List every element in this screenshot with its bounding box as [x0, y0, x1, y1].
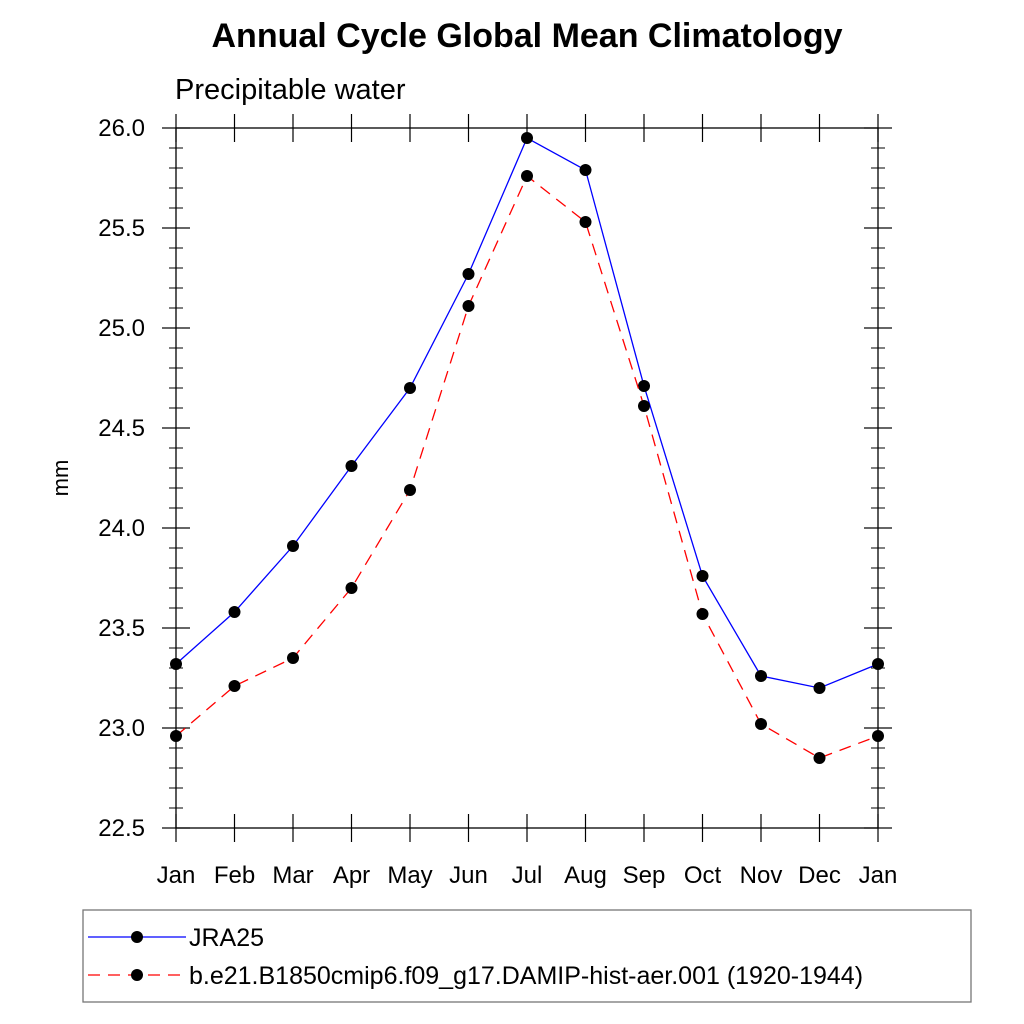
data-point [404, 484, 416, 496]
data-point [170, 658, 182, 670]
data-point [872, 730, 884, 742]
chart-subtitle: Precipitable water [175, 74, 406, 106]
data-point [696, 570, 709, 582]
x-tick-label: Feb [214, 862, 255, 889]
series-line-2 [175, 174, 879, 759]
legend-marker-1 [131, 931, 143, 943]
x-tick-label: Jan [157, 862, 196, 889]
y-tick-label: 22.5 [98, 815, 145, 842]
data-point [287, 540, 299, 552]
series-layer [170, 132, 884, 764]
data-point [462, 300, 475, 312]
y-tick-label: 26.0 [98, 115, 145, 142]
x-tick-label: Sep [623, 862, 666, 889]
x-tick-label: Mar [272, 862, 313, 889]
data-point [696, 608, 709, 620]
data-point [521, 170, 533, 182]
legend-label-2: b.e21.B1850cmip6.f09_g17.DAMIP-hist-aer.… [189, 962, 863, 990]
data-point [813, 682, 826, 694]
y-tick-label: 23.0 [98, 715, 145, 742]
y-tick-label: 23.5 [98, 615, 145, 642]
data-point [579, 164, 592, 176]
x-tick-label: May [387, 862, 432, 889]
y-tick-label: 25.0 [98, 315, 145, 342]
data-point [638, 400, 650, 412]
series-line-1 [175, 137, 879, 689]
data-point [579, 216, 592, 228]
data-point [462, 268, 475, 280]
y-tick-label: 25.5 [98, 215, 145, 242]
plot-frame [175, 127, 879, 829]
y-tick-label: 24.0 [98, 515, 145, 542]
chart-title: Annual Cycle Global Mean Climatology [212, 17, 843, 55]
x-tick-label: Apr [333, 862, 370, 889]
x-tick-label: Jun [449, 862, 488, 889]
x-tick-label: Nov [740, 862, 783, 889]
x-tick-label: Jan [859, 862, 898, 889]
legend-box [82, 909, 972, 1003]
data-point [755, 718, 767, 730]
x-tick-label: Jul [512, 862, 543, 889]
data-point [345, 460, 358, 472]
x-tick-label: Oct [684, 862, 722, 889]
data-point [345, 582, 358, 594]
data-point [755, 670, 767, 682]
data-point [813, 752, 826, 764]
y-axis-label: mm [48, 460, 73, 497]
data-point [521, 132, 533, 144]
data-point [872, 658, 884, 670]
legend: JRA25 b.e21.B1850cmip6.f09_g17.DAMIP-hist… [82, 909, 972, 1003]
data-point [228, 680, 241, 692]
legend-items: JRA25 b.e21.B1850cmip6.f09_g17.DAMIP-hist… [88, 924, 863, 990]
data-point [404, 382, 416, 394]
data-point [287, 652, 299, 664]
x-tick-label: Dec [798, 862, 841, 889]
y-tick-label: 24.5 [98, 415, 145, 442]
data-point [170, 730, 182, 742]
x-tick-label: Aug [564, 862, 607, 889]
legend-marker-2 [131, 969, 143, 981]
legend-label-1: JRA25 [189, 924, 264, 952]
data-point [228, 606, 241, 618]
data-point [638, 380, 650, 392]
axis-ticks: Jan Feb Mar Apr May Jun Jul Aug Sep Oct Nov Dec Jan 2… [98, 114, 897, 889]
